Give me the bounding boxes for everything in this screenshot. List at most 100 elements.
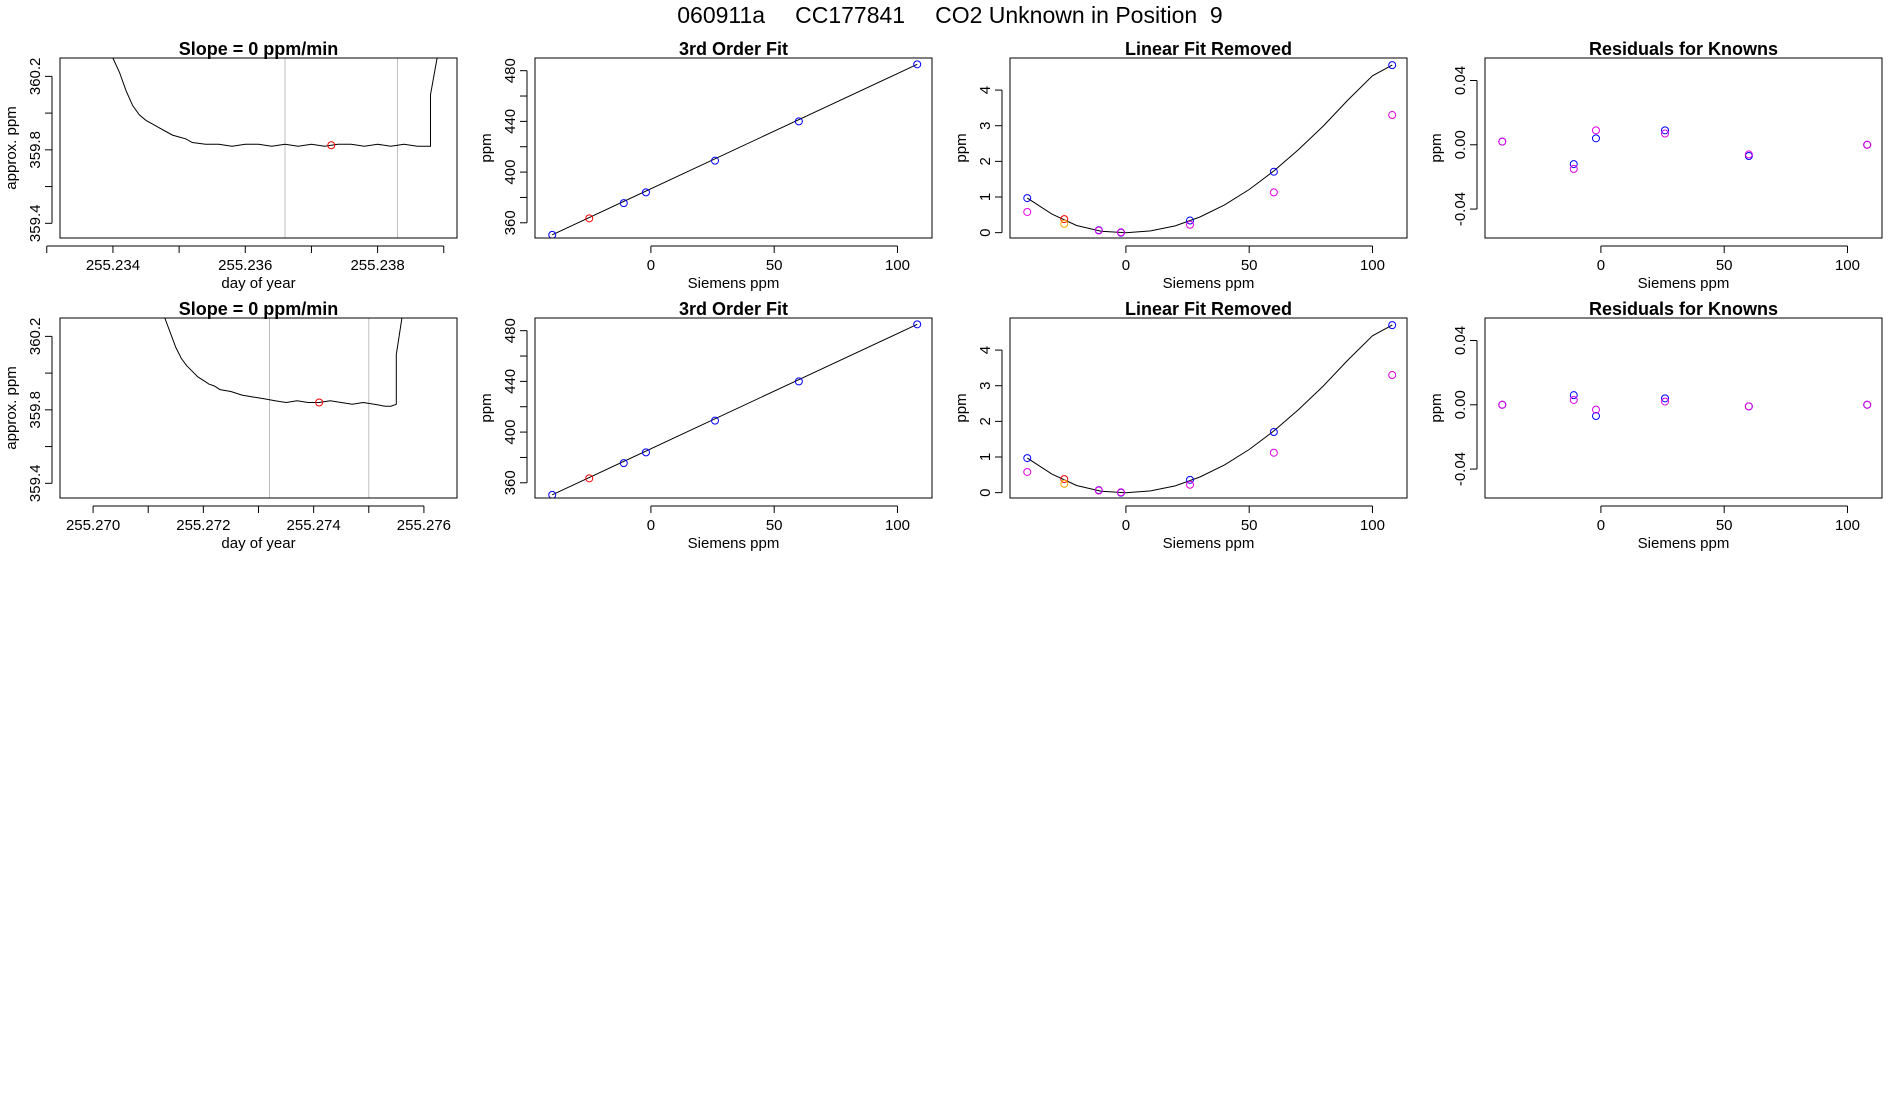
chart-panel-row1-col2: 3rd Order Fit 0 50 100 Siemens ppm 360 400 440 4… [478, 39, 933, 292]
data-point-magenta [1498, 400, 1507, 409]
data-point-blue [641, 188, 650, 197]
plot-box [59, 317, 458, 499]
data-point-magenta [1744, 402, 1753, 411]
data-point-blue [794, 117, 803, 126]
x-tick-label: 0 [1597, 257, 1605, 274]
y-tick-label: 0.04 [1452, 326, 1469, 355]
x-tick-label: 255.236 [218, 257, 272, 274]
data-point-magenta [1116, 488, 1125, 497]
fit-curve [1027, 324, 1393, 494]
y-axis-label: ppm [478, 133, 495, 162]
data-point-magenta [1023, 467, 1032, 476]
plot-box [1009, 317, 1408, 499]
series-trace [112, 58, 438, 147]
series-trace [164, 318, 403, 407]
x-tick-label: 100 [1835, 257, 1860, 274]
y-axis-label: ppm [953, 393, 970, 422]
chart-title: Residuals for Knowns [1589, 39, 1778, 59]
plot-area [548, 60, 922, 238]
data-point-magenta [1023, 207, 1032, 216]
data-point-blue [619, 459, 628, 468]
data-point-blue [794, 377, 803, 386]
x-tick-label: 100 [1835, 517, 1860, 534]
data-point-blue [1388, 321, 1397, 330]
data-point-blue [1591, 412, 1600, 421]
y-axis-label: approx. ppm [3, 106, 20, 189]
chart-panel-row2-col1: Slope = 0 ppm/min 255.270 255.272 255.274 25… [3, 299, 458, 552]
data-point-orange [1060, 219, 1069, 228]
data-point-magenta [1591, 405, 1600, 414]
data-point-blue [1023, 194, 1032, 203]
y-axis-label: ppm [1428, 393, 1445, 422]
data-point-blue [1661, 126, 1670, 135]
plot-box [1484, 317, 1883, 499]
plot-box [1484, 57, 1883, 239]
data-point-blue [711, 156, 720, 165]
y-tick-label: 0.00 [1452, 390, 1469, 419]
chart-title: Linear Fit Removed [1125, 299, 1292, 319]
y-tick-label: 2 [977, 417, 994, 425]
x-tick-label: 0 [1597, 517, 1605, 534]
data-point-magenta [1388, 371, 1397, 380]
data-point-magenta [1863, 140, 1872, 149]
y-tick-label: -0.04 [1452, 192, 1469, 226]
plot-box [1009, 57, 1408, 239]
chart-panel-row1-col1: Slope = 0 ppm/min 255.234 255.236 255.238 da… [3, 39, 458, 292]
data-point-magenta [1498, 137, 1507, 146]
y-tick-label: 360 [502, 210, 519, 235]
plot-box [534, 317, 933, 499]
chart-title: Residuals for Knowns [1589, 299, 1778, 319]
x-axis-label: day of year [221, 275, 295, 292]
data-point-blue [1569, 391, 1578, 400]
y-axis-label: ppm [953, 133, 970, 162]
x-tick-label: 0 [647, 517, 655, 534]
y-tick-label: 360.2 [27, 58, 44, 96]
x-axis-label: Siemens ppm [1163, 275, 1255, 292]
x-tick-label: 0 [1122, 257, 1130, 274]
chart-panel-row2-col4: Residuals for Knowns 0 50 100 Siemens ppm -0.… [1428, 299, 1883, 552]
y-axis-label: ppm [478, 393, 495, 422]
plot-box [534, 57, 933, 239]
fit-line [552, 323, 918, 496]
plot-area [112, 58, 438, 238]
x-tick-label: 50 [766, 257, 783, 274]
data-point-blue [711, 416, 720, 425]
plot-box [59, 57, 458, 239]
figure-description: CO2 Unknown in Position 9 [935, 2, 1223, 28]
y-tick-label: 360 [502, 470, 519, 495]
y-tick-label: 359.8 [27, 391, 44, 429]
y-tick-label: 1 [977, 193, 994, 201]
data-point-blue [548, 230, 557, 238]
x-tick-label: 50 [766, 517, 783, 534]
x-tick-label: 50 [1716, 257, 1733, 274]
data-point-magenta [1661, 397, 1670, 406]
x-axis-label: Siemens ppm [1638, 275, 1730, 292]
chart-panel-row2-col3: Linear Fit Removed 0 50 100 Siemens ppm 0 1 2 3 4… [953, 299, 1408, 552]
x-tick-label: 100 [1360, 257, 1385, 274]
data-point-magenta [1269, 188, 1278, 197]
y-tick-label: 0.04 [1452, 66, 1469, 95]
y-tick-label: 2 [977, 157, 994, 165]
y-axis-label: ppm [1428, 133, 1445, 162]
data-point-blue [1388, 61, 1397, 70]
data-point-blue [1269, 428, 1278, 437]
x-tick-label: 0 [1122, 517, 1130, 534]
y-tick-label: 4 [977, 86, 994, 94]
chart-title: Slope = 0 ppm/min [179, 39, 339, 59]
x-tick-label: 100 [885, 257, 910, 274]
run-id: 060911a [677, 2, 766, 28]
data-point-magenta [1591, 126, 1600, 135]
cylinder-id: CC177841 [795, 2, 906, 28]
plot-area [1023, 61, 1397, 237]
chart-panel-row1-col4: Residuals for Knowns 0 50 100 Siemens ppm -0.… [1428, 39, 1883, 292]
x-tick-label: 100 [885, 517, 910, 534]
y-tick-label: 3 [977, 382, 994, 390]
y-tick-label: 480 [502, 318, 519, 343]
data-point-magenta [1661, 129, 1670, 138]
x-tick-label: 100 [1360, 517, 1385, 534]
x-axis-label: Siemens ppm [688, 275, 780, 292]
x-tick-label: 0 [647, 257, 655, 274]
data-point-magenta [1186, 480, 1195, 489]
x-tick-label: 50 [1716, 517, 1733, 534]
y-tick-label: 0 [977, 488, 994, 496]
